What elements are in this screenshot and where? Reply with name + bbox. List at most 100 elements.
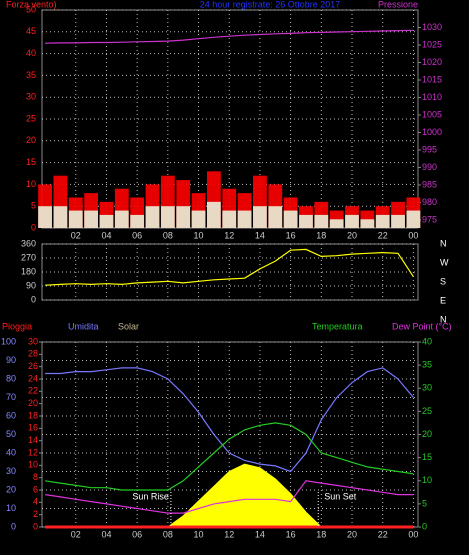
- y-tick-label: 6: [33, 484, 38, 494]
- y-tick-label: 2: [33, 509, 38, 519]
- left-axis-title: Forza vento): [6, 0, 57, 9]
- wind-bar: [191, 210, 206, 228]
- y-tick-label: 20: [28, 398, 38, 408]
- y-tick-label: 20: [422, 429, 432, 439]
- x-tick-label: 12: [224, 529, 234, 539]
- series-line: [45, 480, 414, 514]
- y-tick-label: 0: [422, 521, 427, 531]
- y-tick-label: 10: [422, 475, 432, 485]
- wind-bar: [345, 214, 359, 228]
- y-tick-label: 0: [11, 521, 16, 531]
- x-tick-label: 20: [347, 529, 357, 539]
- y-tick-label: 50: [6, 429, 16, 439]
- x-tick-label: 16: [286, 230, 296, 240]
- y-tick-label: 1025: [422, 39, 442, 49]
- wind-bar: [130, 214, 145, 228]
- right-axis-title: Pressione: [378, 0, 418, 9]
- series-line: [45, 29, 414, 44]
- x-tick-label: 14: [255, 230, 265, 240]
- wind-bar: [375, 214, 390, 228]
- x-tick-label: 12: [224, 230, 234, 240]
- x-tick-label: 06: [132, 230, 142, 240]
- y-tick-label: 180: [21, 266, 36, 276]
- y-tick-label: 1000: [422, 127, 442, 137]
- y-tick-label: 5: [31, 201, 36, 211]
- wind-bar: [176, 206, 191, 228]
- x-tick-label: 18: [316, 230, 326, 240]
- wind-bar: [360, 219, 375, 228]
- y-tick-label: 990: [422, 162, 437, 172]
- y-tick-label: 0: [31, 294, 36, 304]
- legend-entry: Umidita: [68, 321, 99, 331]
- compass-label: S: [440, 276, 446, 286]
- y-tick-label: 30: [422, 383, 432, 393]
- y-tick-label: 14: [28, 435, 38, 445]
- x-tick-label: 08: [163, 529, 173, 539]
- compass-label: W: [440, 257, 449, 267]
- y-tick-label: 40: [26, 48, 36, 58]
- x-tick-label: 02: [71, 230, 81, 240]
- y-tick-label: 985: [422, 179, 437, 189]
- y-tick-label: 270: [21, 252, 36, 262]
- wind-bar: [283, 210, 298, 228]
- y-tick-label: 45: [26, 26, 36, 36]
- y-tick-label: 50: [26, 4, 36, 14]
- y-tick-label: 1010: [422, 92, 442, 102]
- y-tick-label: 0: [31, 222, 36, 232]
- x-tick-label: 04: [101, 230, 111, 240]
- y-tick-label: 0: [33, 521, 38, 531]
- sun-label: Sun Rise: [132, 491, 169, 501]
- y-tick-label: 16: [28, 423, 38, 433]
- y-tick-label: 1020: [422, 57, 442, 67]
- y-tick-label: 20: [6, 484, 16, 494]
- wind-bar: [68, 210, 83, 228]
- x-tick-label: 00: [408, 230, 418, 240]
- wind-bar: [237, 210, 252, 228]
- y-tick-label: 60: [6, 410, 16, 420]
- legend-entry: Pioggia: [2, 321, 32, 331]
- y-tick-label: 5: [422, 498, 427, 508]
- y-tick-label: 10: [6, 503, 16, 513]
- x-tick-label: 02: [71, 529, 81, 539]
- y-tick-label: 12: [28, 447, 38, 457]
- chart-title: 24 hour registrate: 26 Ottobre 2017: [200, 0, 341, 9]
- series-line: [45, 422, 414, 491]
- y-tick-label: 35: [26, 70, 36, 80]
- y-tick-label: 26: [28, 361, 38, 371]
- legend-entry: Solar: [118, 321, 139, 331]
- y-tick-label: 90: [6, 355, 16, 365]
- compass-label: N: [440, 314, 447, 324]
- x-tick-label: 20: [347, 230, 357, 240]
- y-tick-label: 25: [26, 113, 36, 123]
- y-tick-label: 1030: [422, 22, 442, 32]
- y-tick-label: 995: [422, 144, 437, 154]
- y-tick-label: 80: [6, 373, 16, 383]
- x-tick-label: 06: [132, 529, 142, 539]
- x-tick-label: 16: [286, 529, 296, 539]
- y-tick-label: 10: [28, 460, 38, 470]
- sun-label: Sun Set: [324, 491, 357, 501]
- x-tick-label: 08: [163, 230, 173, 240]
- y-tick-label: 20: [26, 135, 36, 145]
- compass-label: E: [440, 295, 446, 305]
- wind-bar: [38, 206, 52, 228]
- wind-bar: [268, 206, 283, 228]
- legend-entry: Temperatura: [312, 321, 363, 331]
- series-line: [45, 248, 414, 286]
- y-tick-label: 30: [26, 92, 36, 102]
- wind-bar: [391, 214, 405, 228]
- y-tick-label: 4: [33, 497, 38, 507]
- y-tick-label: 10: [26, 179, 36, 189]
- y-tick-label: 70: [6, 392, 16, 402]
- y-tick-label: 8: [33, 472, 38, 482]
- y-tick-label: 30: [28, 336, 38, 346]
- wind-bar: [53, 206, 68, 228]
- y-tick-label: 18: [28, 410, 38, 420]
- x-tick-label: 10: [194, 529, 204, 539]
- wind-bar: [253, 206, 267, 228]
- x-tick-label: 10: [194, 230, 204, 240]
- y-tick-label: 40: [422, 336, 432, 346]
- y-tick-label: 15: [422, 452, 432, 462]
- wind-bar: [406, 210, 421, 228]
